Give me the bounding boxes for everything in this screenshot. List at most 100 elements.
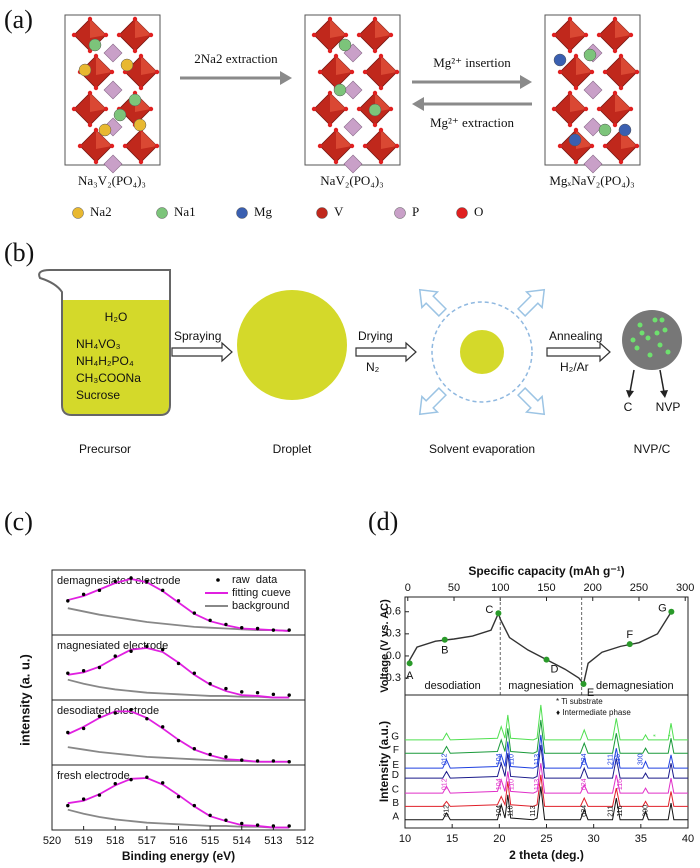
label: 512 [296, 835, 314, 847]
tetrahedron [583, 80, 603, 100]
label: ♦ Intermediate phase [556, 708, 631, 717]
raw-point [271, 759, 276, 763]
tetrahedron [343, 117, 363, 137]
label: 024 [581, 753, 588, 765]
label: NVP [656, 400, 681, 414]
arrow-head [280, 71, 292, 85]
label: 0.3 [386, 628, 401, 640]
background-curve [67, 678, 290, 699]
oxygen [557, 143, 563, 149]
raw-point [145, 579, 149, 584]
label: 518 [106, 835, 124, 847]
octahedron-face [141, 56, 157, 75]
ion [88, 38, 102, 52]
ion [553, 53, 567, 67]
label: Mg [254, 204, 273, 219]
oxygen [589, 143, 595, 149]
crystal [544, 14, 641, 174]
oxygen [618, 159, 624, 165]
octahedron-face [90, 19, 106, 38]
octahedron-face [96, 56, 112, 75]
oxygen [327, 90, 333, 96]
label: Na1 [174, 204, 196, 219]
label: Droplet [273, 442, 312, 456]
oxygen [583, 106, 589, 112]
oxygen [634, 143, 640, 149]
shrunk-droplet [460, 330, 504, 374]
raw-point [224, 622, 228, 627]
raw-point [113, 579, 117, 584]
raw-point [113, 711, 117, 715]
particle [634, 345, 640, 351]
oxygen [573, 85, 579, 91]
raw-point [160, 647, 165, 652]
octahedron-face [96, 130, 112, 149]
particle [639, 330, 645, 336]
label: P [412, 204, 419, 219]
label: 516 [169, 835, 187, 847]
label: 012 [441, 753, 448, 765]
label: 10 [399, 833, 411, 845]
oxygen [132, 48, 138, 54]
label: 116 [615, 754, 622, 765]
tetrahedron [343, 154, 363, 174]
label: 104 [496, 805, 503, 817]
label: 024 [581, 805, 588, 817]
raw-point [160, 725, 165, 729]
oxygen [372, 16, 378, 22]
octahedron-face [570, 93, 586, 112]
legend-swatch [456, 207, 468, 219]
label: desodiation [424, 680, 480, 692]
oxygen [602, 143, 608, 149]
label: E [587, 687, 594, 699]
label: Na₃V₂(PO₄)₃ [78, 173, 146, 188]
label: F [626, 629, 633, 641]
octahedron-face [135, 19, 151, 38]
label: Drying [358, 329, 393, 343]
label: -0.3 [382, 672, 401, 684]
oxygen [138, 53, 144, 59]
oxygen [612, 122, 618, 128]
pointer [659, 369, 665, 393]
oxygen [612, 16, 618, 22]
oxygen [138, 159, 144, 165]
tetrahedron [103, 43, 123, 63]
oxygen [87, 48, 93, 54]
oxygen [628, 32, 634, 38]
label: H₂/Ar [560, 360, 589, 374]
oxygen [573, 159, 579, 165]
oxygen [109, 69, 115, 75]
oxygen [372, 48, 378, 54]
label: 50 [448, 582, 460, 594]
xrd-pattern [405, 786, 688, 821]
evaporation-arrow [517, 288, 546, 317]
label: 513 [264, 835, 282, 847]
label: G [391, 732, 399, 743]
tetrahedron [103, 154, 123, 174]
raw-point [255, 626, 260, 631]
raw-point [192, 671, 197, 675]
label: A [406, 670, 414, 682]
raw-point [97, 665, 102, 670]
ion [133, 118, 147, 132]
particle [662, 327, 668, 333]
label: O [474, 204, 483, 219]
oxygen [132, 16, 138, 22]
oxygen [612, 48, 618, 54]
oxygen [327, 122, 333, 128]
pointer [629, 369, 635, 393]
process-arrow [418, 288, 447, 317]
ion [568, 133, 582, 147]
raw-point [176, 738, 181, 743]
raw-point [287, 760, 291, 764]
raw-point [240, 690, 244, 694]
octahedron-face [90, 93, 106, 112]
raw-point [145, 644, 149, 649]
oxygen [378, 53, 384, 59]
oxygen [551, 106, 557, 112]
oxygen [356, 32, 362, 38]
particle [657, 342, 663, 348]
label: 012 [441, 778, 448, 790]
particle [652, 317, 658, 323]
raw-point [192, 747, 197, 751]
